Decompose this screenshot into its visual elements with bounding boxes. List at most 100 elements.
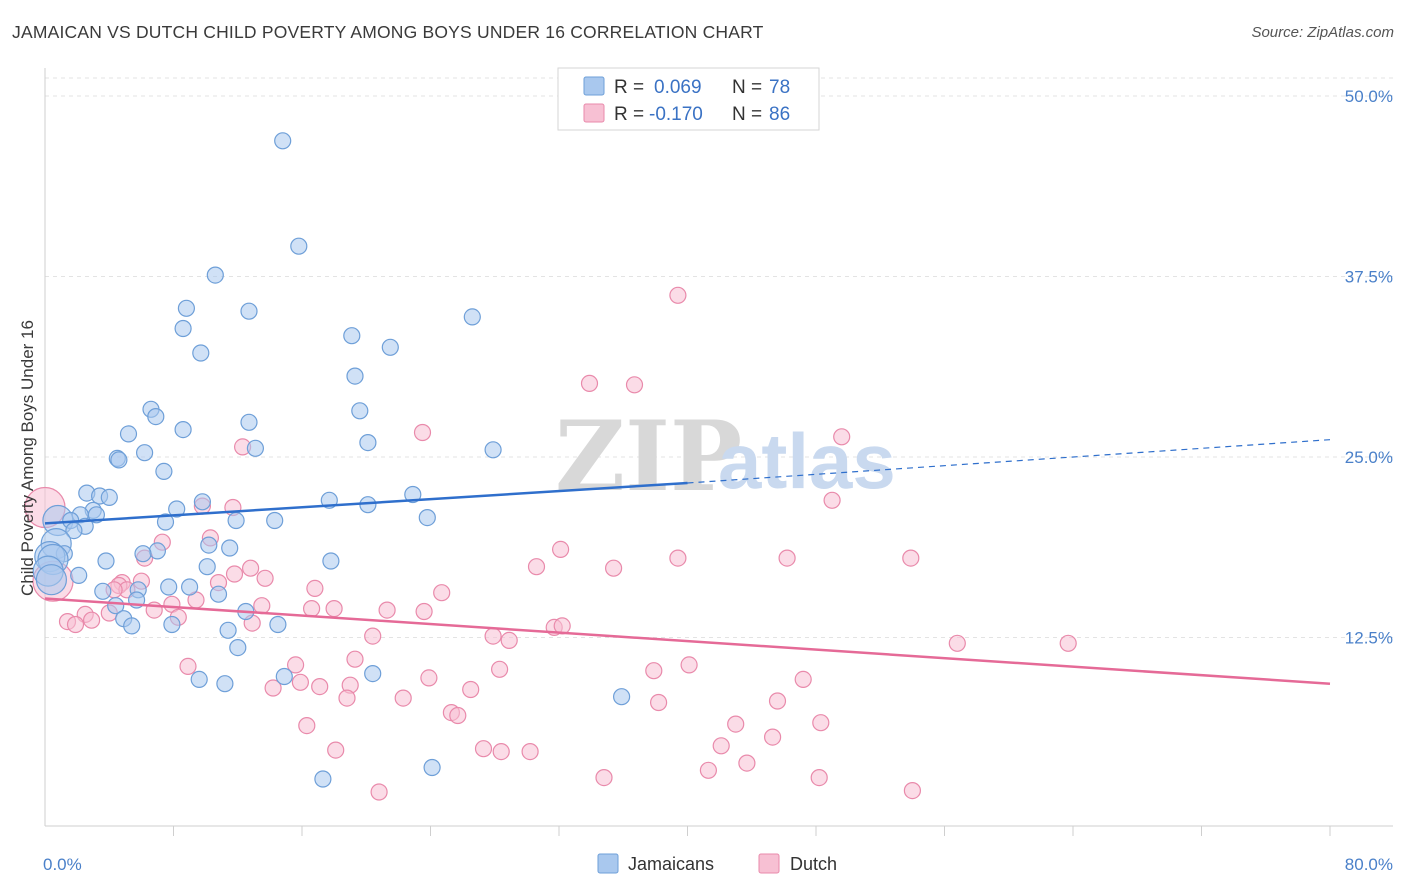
watermark-atlas: atlas: [718, 417, 896, 505]
dutch-point: [521, 742, 539, 761]
jamaican-point: [343, 327, 361, 345]
y-tick-label: 37.5%: [1345, 268, 1393, 287]
jamaican-point: [484, 441, 502, 459]
dutch-point: [712, 737, 730, 755]
legend-n-value-jamaicans: 78: [769, 77, 790, 98]
x-tick-label-min: 0.0%: [43, 855, 82, 874]
dutch-point: [812, 714, 830, 732]
dutch-point: [580, 374, 599, 392]
dutch-point: [669, 286, 687, 304]
jamaican-point: [163, 615, 181, 634]
dutch-point: [500, 631, 518, 650]
jamaican-point: [174, 319, 192, 338]
y-tick-label: 50.0%: [1345, 87, 1393, 106]
jamaican-point: [246, 439, 264, 457]
dutch-point: [948, 634, 966, 652]
jamaican-point: [123, 617, 141, 635]
jamaican-point: [290, 237, 308, 255]
jamaican-point: [97, 552, 115, 570]
jamaican-point: [423, 758, 441, 777]
dutch-point: [311, 677, 329, 696]
jamaican-point: [156, 513, 175, 531]
y-tick-labels: 12.5% 25.0% 37.5% 50.0%: [1345, 87, 1393, 648]
jamaican-point: [404, 485, 422, 504]
dutch-point: [527, 558, 546, 576]
dutch-point: [364, 627, 382, 645]
jamaican-point: [266, 511, 284, 530]
jamaican-point: [269, 615, 287, 634]
jamaicans-trend-line: [44, 481, 688, 525]
jamaican-point: [136, 444, 154, 462]
dutch-point: [298, 716, 316, 735]
jamaican-point: [364, 664, 382, 683]
dutch-point: [306, 579, 324, 598]
dutch-point: [491, 660, 509, 678]
jamaican-point: [181, 578, 199, 596]
dutch-point: [763, 728, 782, 746]
jamaican-point: [200, 536, 218, 554]
bottom-legend-jamaicans: Jamaicans: [628, 854, 714, 874]
jamaican-point: [229, 638, 247, 657]
dutch-point: [492, 742, 510, 761]
jamaican-point: [168, 500, 186, 518]
dutch-point: [413, 423, 432, 442]
jamaican-point: [35, 564, 68, 596]
dutch-point: [810, 768, 828, 787]
jamaican-point: [147, 408, 165, 426]
dutch-point: [433, 584, 451, 602]
dutch-point: [595, 768, 613, 787]
dutch-point: [303, 599, 321, 618]
jamaican-point: [219, 621, 237, 639]
dutch-point: [420, 669, 438, 687]
dutch-point: [462, 680, 480, 699]
jamaican-point: [216, 675, 234, 693]
dutch-point: [902, 549, 920, 567]
jamaican-point: [94, 582, 112, 600]
chart-source: Source: ZipAtlas.com: [1251, 24, 1394, 41]
jamaican-point: [612, 688, 631, 706]
jamaican-point: [110, 451, 128, 469]
jamaican-point: [192, 344, 210, 362]
dutch-point: [474, 740, 493, 758]
legend-r-value-dutch: -0.170: [649, 104, 703, 125]
dutch-point: [823, 491, 841, 509]
legend-swatch-jamaicans: [583, 76, 605, 96]
legend-r-label-jamaicans: R =: [614, 77, 644, 98]
dutch-point: [551, 540, 570, 559]
jamaican-point: [174, 421, 192, 439]
jamaican-point: [198, 558, 216, 576]
bottom-legend-swatch-jamaicans: [597, 853, 619, 874]
legend-swatch-dutch: [583, 103, 605, 123]
jamaican-point: [221, 539, 239, 557]
dutch-point: [325, 599, 343, 618]
y-tick-label: 25.0%: [1345, 448, 1393, 467]
trend-layer: [44, 439, 1331, 685]
dutch-point: [727, 715, 745, 733]
bottom-legend-dutch: Dutch: [790, 854, 837, 874]
jamaican-point: [322, 552, 340, 570]
jamaican-point: [240, 302, 258, 320]
dutch-point: [225, 565, 244, 583]
watermark: ZIP atlas: [555, 400, 896, 513]
dutch-point: [649, 693, 668, 712]
jamaican-point: [359, 434, 377, 452]
jamaican-point: [346, 367, 364, 385]
jamaican-point: [190, 670, 208, 689]
jamaican-point: [351, 402, 369, 420]
dutch-point: [484, 627, 502, 645]
dutch-point: [625, 376, 644, 394]
jamaican-point: [314, 770, 332, 788]
points-layer: [24, 132, 1077, 801]
dutch-point: [287, 656, 305, 674]
dutch-point: [264, 679, 282, 697]
dutch-point: [768, 692, 787, 710]
jamaican-point: [70, 566, 88, 585]
dutch-point: [415, 602, 433, 621]
legend-r-label-dutch: R =: [614, 104, 644, 125]
legend-n-label-jamaicans: N =: [732, 77, 762, 98]
dutch-point: [179, 657, 197, 676]
dutch-point: [699, 761, 718, 779]
jamaican-point: [134, 545, 152, 563]
dutch-point: [327, 741, 345, 759]
legend-r-value-jamaicans: 0.069: [654, 77, 702, 98]
